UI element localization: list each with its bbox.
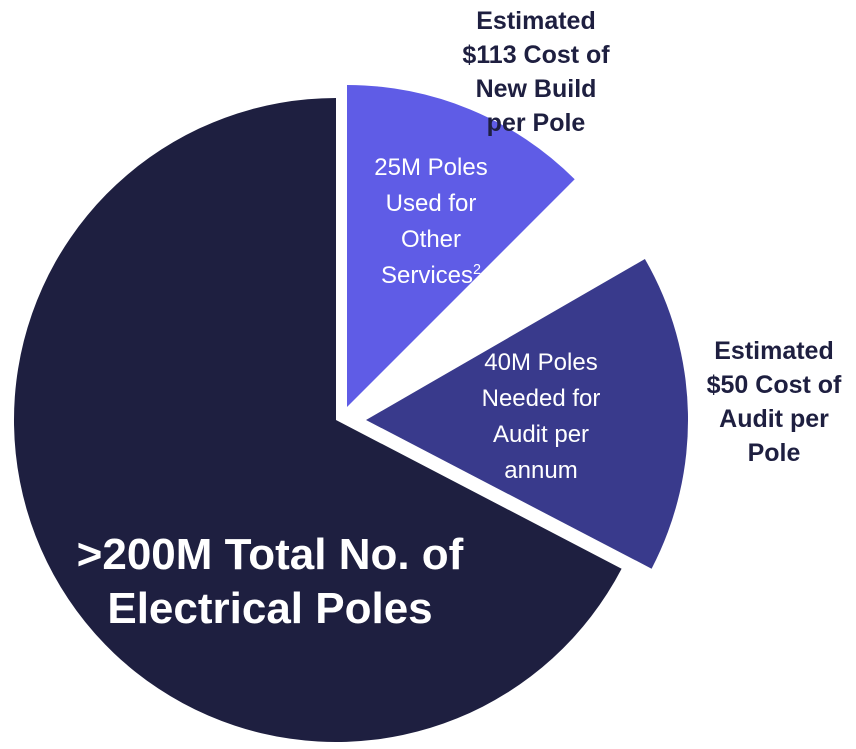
slice-label-other-services: 25M Poles Used for Other Services2	[358, 150, 504, 294]
footnote-marker: 2	[473, 262, 481, 278]
annotation-new-build-cost: Estimated $113 Cost of New Build per Pol…	[436, 4, 636, 140]
slice-label-total-poles: >200M Total No. of Electrical Poles	[40, 528, 500, 636]
annotation-audit-cost: Estimated $50 Cost of Audit per Pole	[692, 334, 856, 470]
slice-label-audit: 40M Poles Needed for Audit per annum	[464, 345, 618, 489]
